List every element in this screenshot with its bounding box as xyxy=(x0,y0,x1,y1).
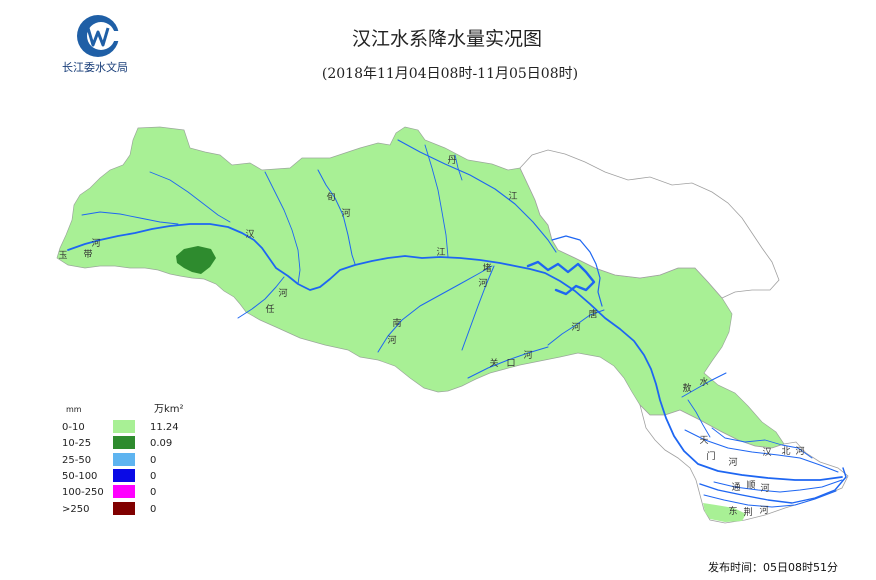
danjiangkou-reservoir xyxy=(526,260,596,296)
river-label: 河 xyxy=(91,237,100,249)
river-label: 南 xyxy=(392,317,401,329)
river-label: 堵 xyxy=(482,262,491,274)
ao-river xyxy=(681,372,727,398)
legend-swatch xyxy=(113,502,135,515)
legend-unit-area: 万km² xyxy=(154,404,184,415)
legend-range: 25-50 xyxy=(62,455,91,466)
legend-area-value: 0.09 xyxy=(150,438,172,449)
river-label: 关 xyxy=(489,357,498,369)
tang-river xyxy=(547,309,605,346)
cjw-hydrology-logo-icon xyxy=(77,15,121,57)
river-label: 河 xyxy=(478,277,487,289)
river-label: 汉 xyxy=(762,447,771,458)
legend-range: 0-10 xyxy=(62,422,85,433)
no-rain-areas xyxy=(519,149,849,524)
dan-river-fork xyxy=(454,154,463,181)
rain-10-25-area xyxy=(176,246,216,274)
river-label: 河 xyxy=(760,482,769,494)
basin-rain-0-10-area xyxy=(56,126,785,449)
river-label: 河 xyxy=(387,334,396,346)
river-label: 河 xyxy=(795,445,804,457)
river-label: 任 xyxy=(265,303,274,315)
legend-area-value: 0 xyxy=(150,487,156,498)
legend-swatch xyxy=(113,469,135,482)
river-label: 口 xyxy=(506,359,515,369)
river-label: 北 xyxy=(781,446,790,457)
reservoir-inflow xyxy=(551,235,603,307)
river-label: 唐 xyxy=(588,308,597,320)
legend-area-value: 11.24 xyxy=(150,422,179,433)
du-river xyxy=(461,265,495,351)
river-label: 东 xyxy=(728,505,737,517)
legend-range: 100-250 xyxy=(62,487,104,498)
river-label: 江 xyxy=(508,191,517,202)
river-label: 汉 xyxy=(245,229,254,240)
tongshun-river xyxy=(713,479,843,493)
river-labels: 丹 江 旬 河 汉 江 河 玉 带 河 任 堵 河 南 河 唐 河 关 口 河 … xyxy=(58,155,804,518)
river-label: 顺 xyxy=(746,480,755,491)
rain-0-10-patch-south xyxy=(703,503,746,522)
yudai-river xyxy=(81,211,179,225)
river-lower-link xyxy=(687,399,711,438)
legend-swatch xyxy=(113,420,135,433)
river-network xyxy=(67,139,847,508)
hanbei-river xyxy=(711,427,813,459)
river-jinqian xyxy=(424,144,449,258)
map-subtitle: (2018年11月04日08时-11月05日08时) xyxy=(322,66,578,82)
yangtze-river-segment xyxy=(699,467,847,504)
river-label: 河 xyxy=(523,349,532,361)
dongjing-river xyxy=(703,490,837,508)
river-label: 河 xyxy=(571,321,580,333)
map-title: 汉江水系降水量实况图 xyxy=(352,28,542,50)
river-label: 河 xyxy=(759,504,768,516)
river-label: 天 xyxy=(699,436,708,446)
river-label: 河 xyxy=(341,207,350,219)
river-north-central xyxy=(264,171,301,285)
river-label: 荆 xyxy=(743,506,752,518)
nan-river xyxy=(377,265,493,353)
legend-range: 50-100 xyxy=(62,471,97,482)
legend-range: >250 xyxy=(62,504,89,515)
legend-unit-mm: mm xyxy=(66,405,82,414)
river-label: 丹 xyxy=(447,155,456,166)
river-label: 玉 xyxy=(58,250,67,261)
legend-range: 10-25 xyxy=(62,438,91,449)
xun-river xyxy=(317,169,356,265)
dan-river xyxy=(397,139,557,253)
river-north-west xyxy=(149,171,231,223)
river-label: 门 xyxy=(706,450,715,462)
river-label: 带 xyxy=(83,249,92,260)
no-rain-area-north-east xyxy=(519,149,780,299)
logo-gap xyxy=(112,31,121,41)
legend-area-value: 0 xyxy=(150,504,156,515)
org-name: 长江委水文局 xyxy=(62,60,128,74)
river-label: 旬 xyxy=(326,191,335,203)
river-label: 河 xyxy=(278,287,287,299)
ren-river xyxy=(237,276,285,319)
legend-swatch xyxy=(113,436,135,449)
legend-swatch xyxy=(113,453,135,466)
river-label: 水 xyxy=(699,376,708,388)
guankou-river xyxy=(467,346,549,379)
legend-swatch xyxy=(113,485,135,498)
legend: mm 万km² 0-10 11.24 10-25 0.09 25-50 0 50… xyxy=(62,404,184,515)
river-label: 敖 xyxy=(682,382,691,394)
river-label: 通 xyxy=(731,482,740,493)
legend-area-value: 0 xyxy=(150,455,156,466)
river-label: 河 xyxy=(728,456,737,468)
han-river-main xyxy=(67,223,843,481)
logo-w-mark xyxy=(86,27,110,47)
tianmen-river xyxy=(684,429,839,473)
publish-time: 发布时间：05日08时51分 xyxy=(708,560,838,574)
river-label: 江 xyxy=(436,247,445,258)
legend-area-value: 0 xyxy=(150,471,156,482)
